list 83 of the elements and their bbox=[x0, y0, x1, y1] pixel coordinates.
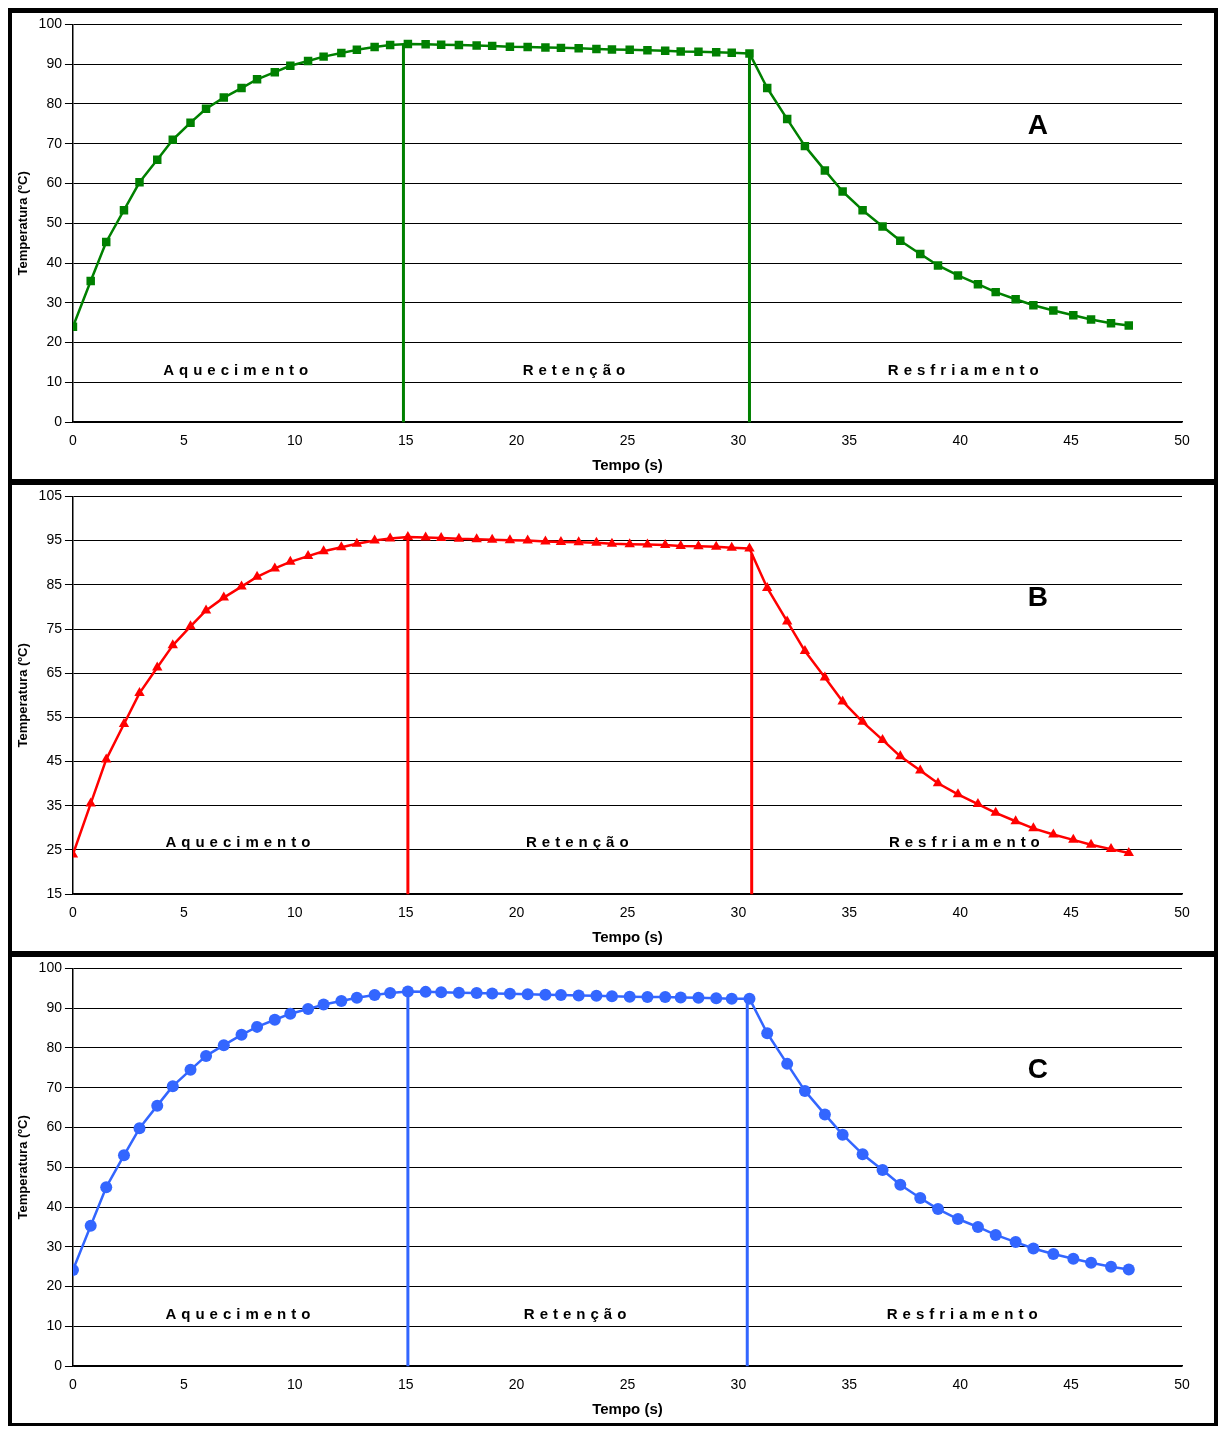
y-tick-label: 15 bbox=[46, 885, 63, 902]
y-tick-label: 40 bbox=[46, 1197, 63, 1214]
x-tick-label: 15 bbox=[397, 432, 414, 449]
x-tick-label: 25 bbox=[619, 1376, 636, 1393]
annotation: Aquecimento bbox=[163, 360, 314, 378]
annotation: Retenção bbox=[523, 1304, 632, 1322]
x-tick-label: 20 bbox=[508, 1376, 525, 1393]
x-tick-label: 15 bbox=[397, 1376, 414, 1393]
x-tick-label: 5 bbox=[179, 904, 188, 921]
x-tick-label: 40 bbox=[952, 904, 969, 921]
x-tick-label: 25 bbox=[619, 432, 636, 449]
y-tick-label: 90 bbox=[46, 55, 63, 72]
y-tick-label: 105 bbox=[38, 487, 63, 504]
x-tick-label: 45 bbox=[1063, 432, 1080, 449]
annotation: B bbox=[1027, 580, 1048, 612]
x-tick-label: 10 bbox=[286, 1376, 303, 1393]
y-axis-title: Temperatura (ºC) bbox=[15, 643, 31, 748]
x-tick-label: 35 bbox=[841, 1376, 858, 1393]
y-tick-label: 70 bbox=[46, 134, 63, 151]
x-tick-label: 30 bbox=[730, 904, 747, 921]
y-axis-title: Temperatura (ºC) bbox=[15, 1115, 31, 1220]
y-tick-label: 10 bbox=[46, 1317, 63, 1334]
annotation: Retenção bbox=[526, 832, 634, 850]
x-tick-label: 45 bbox=[1063, 1376, 1080, 1393]
x-tick-label: 0 bbox=[69, 1376, 78, 1393]
annotation: Aquecimento bbox=[165, 1304, 316, 1322]
x-tick-label: 20 bbox=[508, 904, 525, 921]
y-tick-label: 65 bbox=[46, 664, 63, 681]
y-tick-label: 35 bbox=[46, 796, 63, 813]
y-tick-label: 30 bbox=[46, 293, 63, 310]
x-tick-label: 50 bbox=[1174, 432, 1190, 449]
x-axis-title: Tempo (s) bbox=[592, 928, 663, 946]
y-tick-label: 100 bbox=[38, 959, 63, 976]
y-axis-title: Temperatura (ºC) bbox=[15, 171, 31, 276]
x-tick-label: 25 bbox=[619, 904, 636, 921]
annotation: Aquecimento bbox=[165, 832, 316, 850]
x-tick-label: 40 bbox=[952, 1376, 969, 1393]
x-tick-label: 50 bbox=[1174, 1376, 1190, 1393]
x-axis-title: Tempo (s) bbox=[592, 1400, 663, 1418]
y-tick-label: 50 bbox=[46, 214, 63, 231]
y-tick-label: 10 bbox=[46, 373, 63, 390]
x-tick-label: 20 bbox=[508, 432, 525, 449]
y-tick-label: 80 bbox=[46, 1038, 63, 1055]
y-tick-label: 95 bbox=[46, 531, 63, 548]
annotation: Resfriamento bbox=[888, 832, 1045, 850]
y-tick-label: 0 bbox=[54, 1357, 63, 1374]
x-tick-label: 10 bbox=[286, 432, 303, 449]
y-tick-label: 80 bbox=[46, 94, 63, 111]
annotation: Resfriamento bbox=[886, 1304, 1043, 1322]
annotation: A bbox=[1027, 108, 1048, 140]
y-tick-label: 20 bbox=[46, 1277, 63, 1294]
y-tick-label: 45 bbox=[46, 752, 63, 769]
y-tick-label: 60 bbox=[46, 174, 63, 191]
x-tick-label: 35 bbox=[841, 904, 858, 921]
y-tick-label: 30 bbox=[46, 1237, 63, 1254]
y-tick-label: 100 bbox=[38, 15, 63, 32]
annotation: C bbox=[1027, 1052, 1048, 1084]
x-tick-label: 5 bbox=[179, 432, 188, 449]
x-tick-label: 35 bbox=[841, 432, 858, 449]
y-tick-label: 70 bbox=[46, 1078, 63, 1095]
x-tick-label: 15 bbox=[397, 904, 414, 921]
x-tick-label: 0 bbox=[69, 432, 78, 449]
y-tick-label: 60 bbox=[46, 1118, 63, 1135]
y-tick-label: 85 bbox=[46, 575, 63, 592]
annotation: Retenção bbox=[522, 360, 631, 378]
y-tick-label: 40 bbox=[46, 253, 63, 270]
x-tick-label: 30 bbox=[730, 432, 747, 449]
x-tick-label: 5 bbox=[179, 1376, 188, 1393]
y-tick-label: 0 bbox=[54, 413, 63, 430]
x-tick-label: 40 bbox=[952, 432, 969, 449]
y-tick-label: 90 bbox=[46, 999, 63, 1016]
y-tick-label: 75 bbox=[46, 619, 63, 636]
y-tick-label: 50 bbox=[46, 1158, 63, 1175]
y-tick-label: 25 bbox=[46, 840, 63, 857]
y-tick-label: 20 bbox=[46, 333, 63, 350]
x-tick-label: 50 bbox=[1174, 904, 1190, 921]
x-tick-label: 45 bbox=[1063, 904, 1080, 921]
x-tick-label: 30 bbox=[730, 1376, 747, 1393]
x-tick-label: 10 bbox=[286, 904, 303, 921]
x-axis-title: Tempo (s) bbox=[592, 456, 663, 474]
annotation: Resfriamento bbox=[887, 360, 1044, 378]
y-tick-label: 55 bbox=[46, 708, 63, 725]
x-tick-label: 0 bbox=[69, 904, 78, 921]
